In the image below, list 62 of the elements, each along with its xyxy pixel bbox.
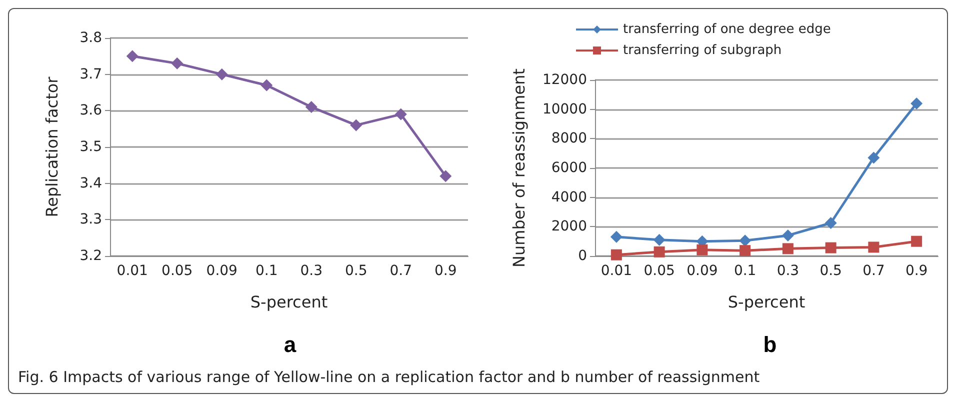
x-tick-label: 0.05 bbox=[162, 263, 193, 279]
x-tick-label: 0.09 bbox=[206, 263, 238, 279]
y-tick-label: 12000 bbox=[542, 72, 587, 88]
point bbox=[440, 170, 452, 182]
x-tick-label: 0.09 bbox=[686, 263, 718, 279]
point bbox=[305, 101, 318, 114]
legend-label: transferring of one degree edge bbox=[623, 22, 831, 37]
point bbox=[350, 119, 362, 132]
y-tick-label: 6000 bbox=[551, 160, 587, 176]
x-tick-label: 0.05 bbox=[644, 263, 675, 279]
text: b bbox=[763, 332, 777, 358]
point bbox=[696, 244, 708, 256]
y-tick-label: 3.8 bbox=[80, 30, 102, 46]
x-tick-label: 0.5 bbox=[820, 263, 842, 279]
point bbox=[825, 242, 836, 254]
y-tick-label: 3.2 bbox=[80, 248, 102, 264]
x-tick-label: 0.1 bbox=[734, 263, 756, 279]
x-tick-label: 0.01 bbox=[600, 263, 632, 279]
x-tick-label: 0.7 bbox=[390, 263, 412, 279]
point bbox=[610, 249, 622, 260]
y-tick-label: 0 bbox=[578, 248, 587, 264]
caption: Fig. 6 Impacts of various range of Yellow-line on a replication factor and b number of reassignment bbox=[18, 368, 760, 386]
y-tick-label: 3.7 bbox=[80, 66, 102, 82]
x-tick-label: 0.3 bbox=[300, 263, 323, 279]
point bbox=[171, 57, 184, 70]
y-tick-label: 2000 bbox=[551, 218, 587, 235]
point bbox=[260, 79, 273, 92]
point bbox=[126, 50, 138, 62]
x-tick-label: 0.7 bbox=[862, 263, 885, 279]
point bbox=[739, 234, 752, 247]
y-tick-label: 3.5 bbox=[80, 139, 102, 155]
legend-label: transferring of subgraph bbox=[623, 43, 782, 58]
y-tick-label: 3.6 bbox=[80, 102, 102, 119]
point bbox=[654, 246, 665, 258]
y-axis-title: Number of reassignment bbox=[510, 68, 528, 268]
point bbox=[782, 243, 794, 254]
x-tick-label: 0.01 bbox=[116, 263, 148, 279]
point bbox=[653, 234, 666, 246]
x-tick-label: 0.9 bbox=[905, 263, 928, 279]
point bbox=[394, 108, 407, 120]
point bbox=[740, 245, 751, 256]
point bbox=[868, 152, 880, 164]
point bbox=[910, 97, 923, 110]
point bbox=[911, 236, 922, 247]
point bbox=[610, 230, 622, 243]
x-tick-label: 0.9 bbox=[434, 263, 457, 279]
y-tick-label: 3.4 bbox=[80, 175, 102, 192]
y-tick-label: 4000 bbox=[551, 189, 587, 206]
x-tick-label: 0.3 bbox=[776, 263, 800, 279]
point bbox=[216, 68, 228, 80]
point bbox=[782, 229, 794, 242]
y-tick-label: 3.3 bbox=[80, 212, 102, 228]
point bbox=[868, 242, 880, 253]
y-tick-label: 10000 bbox=[542, 101, 587, 118]
text: a bbox=[284, 332, 296, 358]
y-tick-label: 8000 bbox=[551, 130, 587, 147]
point bbox=[824, 217, 837, 229]
x-tick-label: 0.5 bbox=[344, 263, 368, 279]
x-tick-label: 0.1 bbox=[255, 263, 278, 279]
x-axis-title: S-percent bbox=[250, 292, 328, 312]
x-axis-title: S-percent bbox=[728, 292, 806, 312]
y-axis-title: Replication factor bbox=[42, 76, 62, 218]
